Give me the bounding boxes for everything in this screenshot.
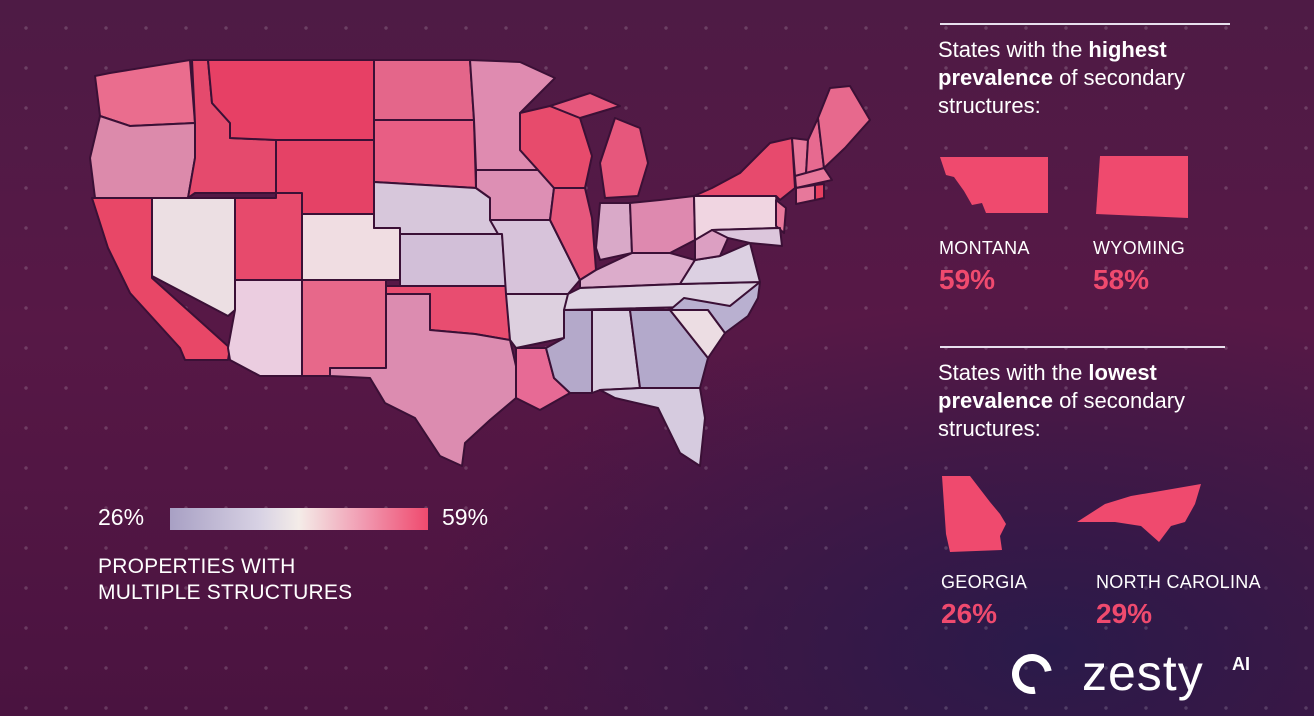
legend-max-label: 59%: [442, 504, 489, 530]
lowest-heading-post: of secondary: [1052, 388, 1186, 413]
state-new-york: [693, 137, 796, 201]
logo-ring-icon: [1004, 646, 1060, 702]
lowest-heading: States with the lowest prevalence of sec…: [938, 359, 1238, 443]
highest-heading-post: of secondary: [1052, 65, 1186, 90]
state-name-georgia: GEORGIA: [941, 572, 1028, 592]
state-new-jersey: [775, 199, 787, 234]
state-north-dakota: [373, 59, 475, 121]
wyoming-shape-icon: [1096, 156, 1188, 218]
state-value-wyoming: 58%: [1093, 264, 1150, 295]
state-value-north-carolina: 29%: [1096, 598, 1153, 629]
legend-title-line1: PROPERTIES WITH: [98, 555, 296, 578]
state-value-georgia: 26%: [941, 598, 998, 629]
state-new-mexico: [301, 279, 387, 377]
state-south-dakota: [373, 119, 477, 189]
state-michigan: [549, 92, 649, 199]
state-georgia: [629, 309, 709, 389]
state-rhode-island: [814, 183, 825, 201]
highest-heading: States with the highest prevalence of se…: [938, 36, 1238, 120]
state-montana: [207, 59, 375, 141]
state-florida: [599, 387, 706, 467]
state-maryland: [711, 227, 783, 247]
state-nevada: [151, 197, 236, 317]
divider-middle: [940, 346, 1225, 348]
state-ohio: [629, 195, 696, 254]
legend-title-line2: MULTIPLE STRUCTURES: [98, 581, 353, 604]
state-utah: [234, 192, 303, 281]
state-north-carolina: [669, 281, 761, 334]
lowest-heading-bold2: prevalence: [938, 388, 1053, 413]
zesty-ai-logo: zesty AI: [1004, 645, 1282, 706]
state-name-wyoming: WYOMING: [1093, 238, 1186, 258]
us-choropleth-map: [89, 59, 871, 467]
highest-heading-end: structures:: [938, 93, 1041, 118]
state-name-north-carolina: NORTH CAROLINA: [1096, 572, 1261, 592]
north-carolina-shape-icon: [1077, 484, 1201, 542]
legend-min-label: 26%: [98, 504, 145, 530]
state-washington: [94, 59, 196, 127]
lowest-heading-pre: States with the: [938, 360, 1089, 385]
state-value-montana: 59%: [939, 264, 996, 295]
state-virginia: [679, 242, 761, 285]
divider-top: [940, 23, 1230, 25]
state-massachusetts: [794, 167, 833, 189]
logo-wordmark: zesty: [1082, 645, 1204, 701]
state-connecticut: [795, 184, 816, 205]
legend-title: PROPERTIES WITH MULTIPLE STRUCTURES: [98, 554, 352, 606]
state-kansas: [399, 233, 507, 287]
state-arkansas: [505, 293, 569, 349]
state-maine: [817, 85, 871, 169]
state-indiana: [595, 202, 633, 261]
logo-ai-suffix: AI: [1232, 654, 1250, 674]
highest-heading-bold1: highest: [1088, 37, 1167, 62]
state-oregon: [89, 115, 196, 199]
state-arizona: [227, 279, 303, 377]
highest-heading-pre: States with the: [938, 37, 1089, 62]
state-texas: [329, 293, 517, 467]
highest-heading-bold2: prevalence: [938, 65, 1053, 90]
state-kentucky: [579, 252, 696, 289]
legend-gradient-bar: [170, 508, 428, 530]
georgia-shape-icon: [942, 476, 1006, 552]
lowest-heading-bold1: lowest: [1088, 360, 1157, 385]
montana-shape-icon: [940, 157, 1048, 213]
lowest-heading-end: structures:: [938, 416, 1041, 441]
state-name-montana: MONTANA: [939, 238, 1030, 258]
